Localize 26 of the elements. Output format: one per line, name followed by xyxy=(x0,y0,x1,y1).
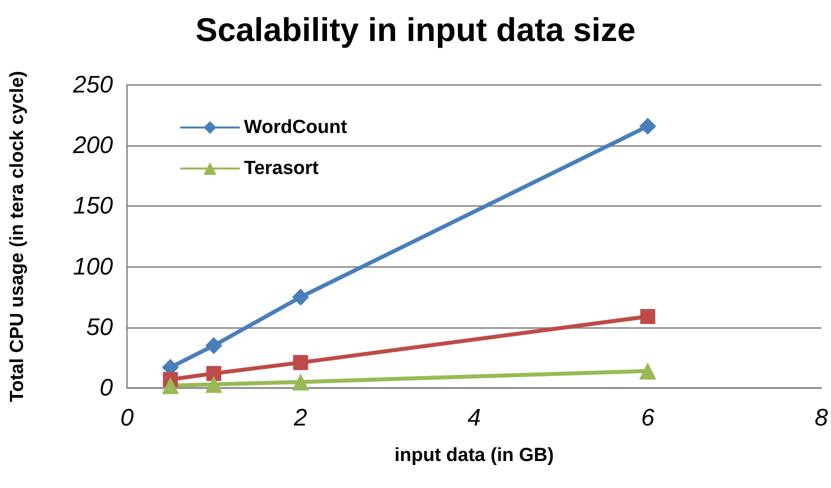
point xyxy=(640,308,656,324)
y-axis-title: Total CPU usage (in tera clock cycle) xyxy=(7,70,28,402)
legend-label: WordCount xyxy=(244,117,348,138)
y-tick-label: 100 xyxy=(72,253,114,280)
y-tick-label: 150 xyxy=(72,192,114,220)
y-tick-label: 0 xyxy=(100,374,114,402)
point xyxy=(639,362,656,380)
point xyxy=(293,355,308,370)
point xyxy=(206,366,222,381)
point xyxy=(205,337,222,354)
chart-title: Scalability in input data size xyxy=(195,11,636,48)
x-tick-label: 2 xyxy=(292,404,308,432)
point xyxy=(205,376,222,393)
x-tick-label: 0 xyxy=(120,404,134,432)
legend-label: Terasort xyxy=(244,158,320,179)
x-tick-label: 6 xyxy=(641,404,656,432)
x-axis-title: input data (in GB) xyxy=(394,445,554,466)
x-tick-label: 8 xyxy=(814,404,829,432)
point xyxy=(639,118,656,135)
x-tick-label: 4 xyxy=(467,404,481,432)
y-tick-label: 200 xyxy=(72,132,114,160)
point xyxy=(292,288,310,306)
y-tick-label: 250 xyxy=(72,72,114,98)
point xyxy=(292,373,310,390)
y-tick-label: 50 xyxy=(86,314,114,341)
point xyxy=(162,377,179,394)
